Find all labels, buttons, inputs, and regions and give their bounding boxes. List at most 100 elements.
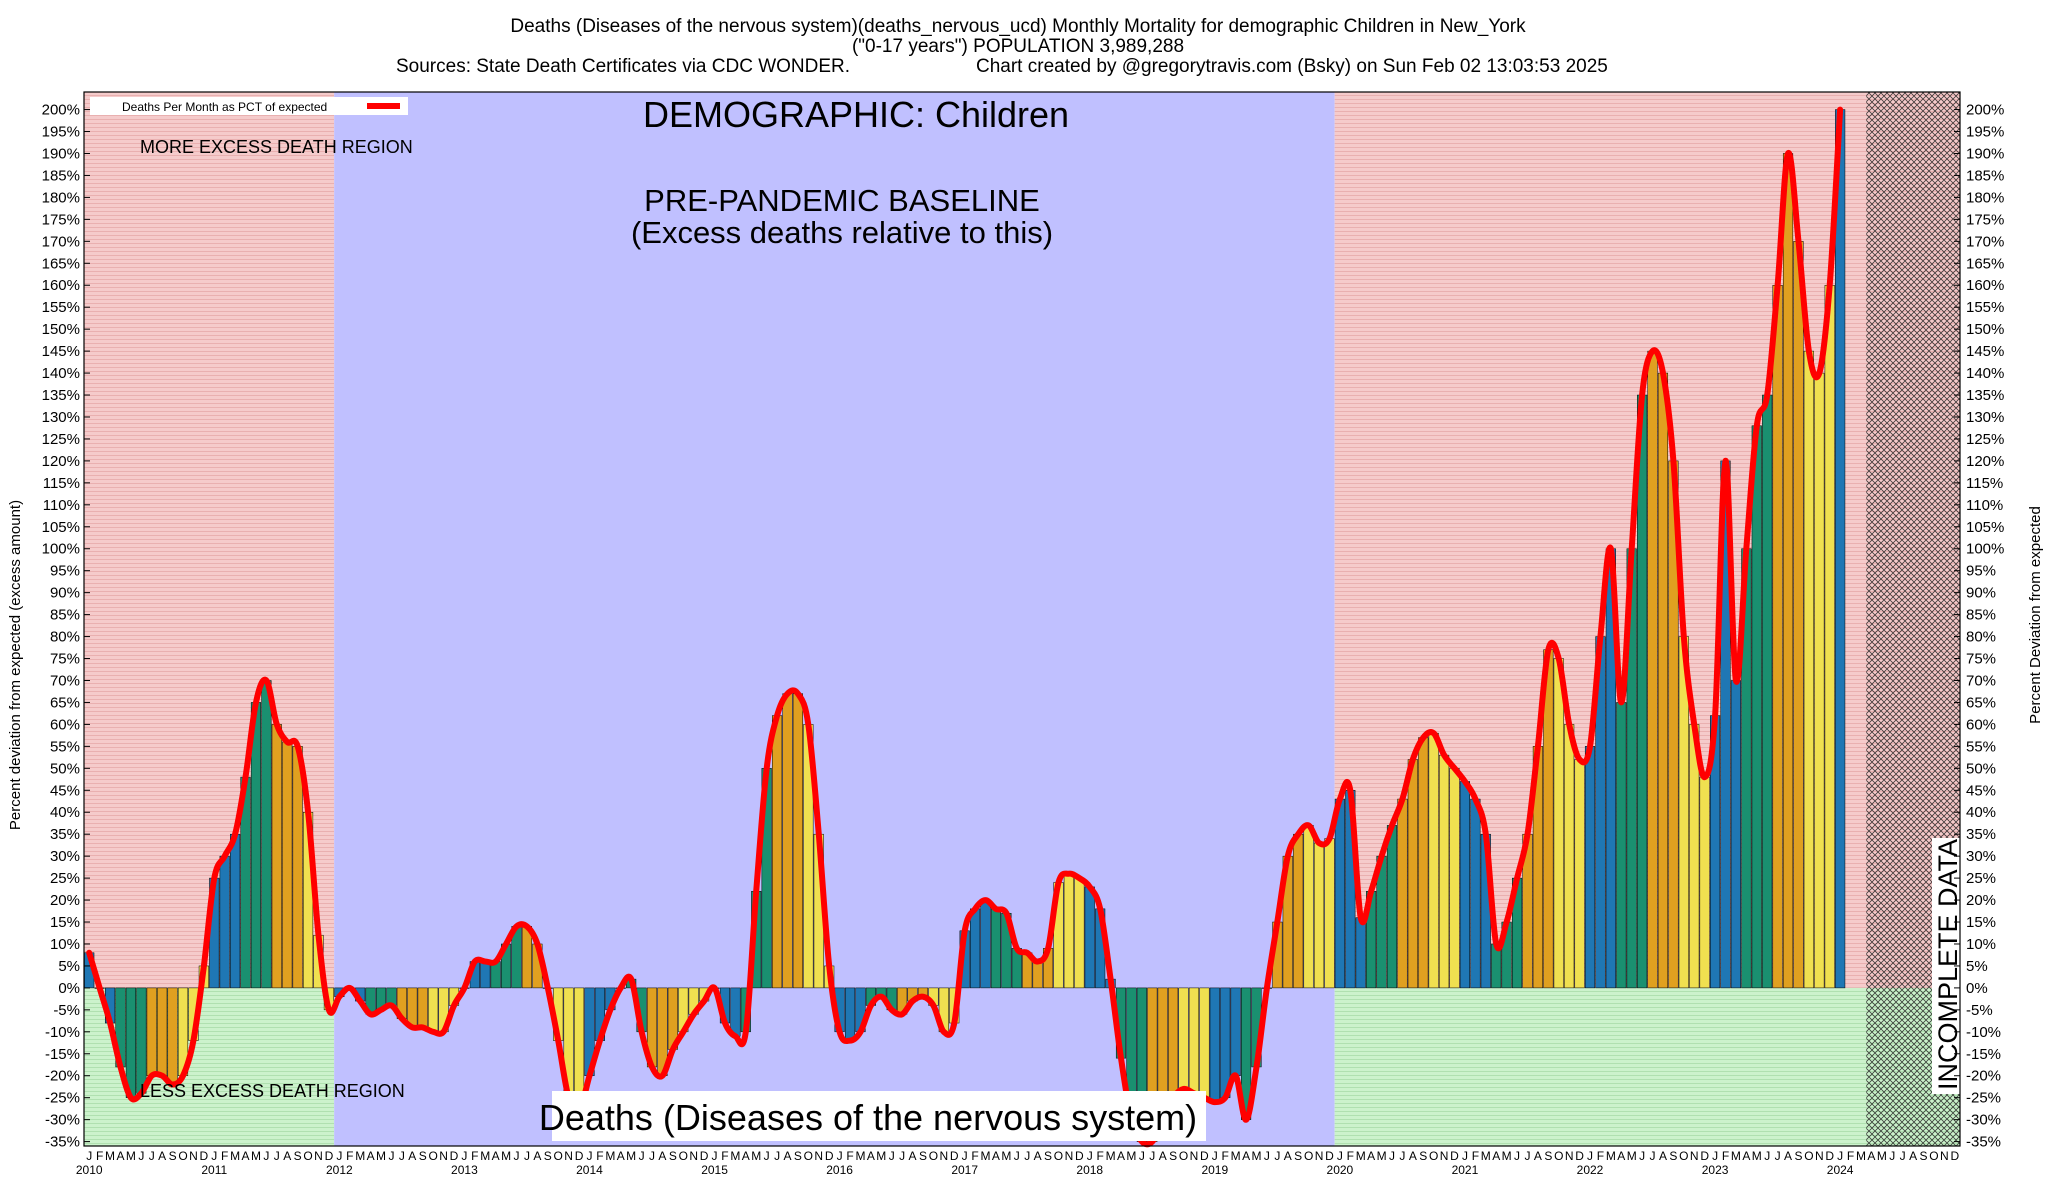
- month-tick-label: F: [221, 1149, 228, 1163]
- bar: [1574, 759, 1585, 989]
- y-tick-label: 85%: [1966, 607, 1996, 624]
- month-tick-label: N: [1315, 1149, 1324, 1163]
- excess-region-pre: [84, 92, 335, 988]
- background-regions: [84, 92, 1960, 1146]
- bar: [772, 715, 783, 989]
- y-tick-label: 120%: [42, 453, 80, 470]
- month-tick-label: D: [1700, 1149, 1709, 1163]
- y-tick-label: 25%: [1966, 870, 1996, 887]
- year-tick-label: 2010: [76, 1163, 103, 1177]
- month-tick-label: J: [899, 1149, 905, 1163]
- month-tick-label: J: [712, 1149, 718, 1163]
- month-tick-label: A: [408, 1149, 416, 1163]
- bar: [1584, 746, 1596, 989]
- sources-text: Sources: State Death Certificates via CD…: [396, 56, 850, 77]
- month-tick-label: A: [1742, 1149, 1750, 1163]
- month-tick-label: O: [1804, 1149, 1813, 1163]
- month-tick-label: O: [428, 1149, 437, 1163]
- month-tick-label: M: [1231, 1149, 1241, 1163]
- bar: [970, 908, 981, 989]
- bar: [230, 833, 241, 989]
- month-tick-label: M: [1731, 1149, 1741, 1163]
- month-tick-label: M: [876, 1149, 886, 1163]
- bar: [136, 987, 147, 1094]
- month-tick-label: J: [1149, 1149, 1155, 1163]
- bar: [1209, 987, 1220, 1103]
- month-tick-label: J: [649, 1149, 655, 1163]
- population-line: ("0-17 years") POPULATION 3,989,288: [852, 36, 1184, 57]
- month-tick-label: M: [1752, 1149, 1762, 1163]
- y-tick-label: 25%: [50, 870, 80, 887]
- month-tick-label: N: [814, 1149, 823, 1163]
- month-tick-label: A: [367, 1149, 375, 1163]
- bar: [1439, 754, 1450, 989]
- y-tick-label: 5%: [58, 958, 80, 975]
- y-tick-label: 90%: [50, 585, 80, 602]
- bar: [480, 961, 491, 989]
- credit-text: Chart created by @gregorytravis.com (Bsk…: [976, 56, 1608, 77]
- month-tick-label: M: [1106, 1149, 1116, 1163]
- y-tick-label: -30%: [45, 1112, 80, 1129]
- legend: Deaths Per Month as PCT of expected: [90, 97, 408, 115]
- y-tick-label: 145%: [1966, 343, 2004, 360]
- less-region-post: [1334, 987, 1960, 1146]
- month-tick-label: J: [889, 1149, 895, 1163]
- bar: [1032, 961, 1043, 989]
- bar: [1803, 350, 1814, 989]
- month-tick-label: S: [1169, 1149, 1177, 1163]
- month-tick-label: A: [1284, 1149, 1292, 1163]
- y-tick-label: 170%: [1966, 233, 2004, 250]
- month-tick-label: J: [1399, 1149, 1405, 1163]
- month-tick-label: A: [658, 1149, 666, 1163]
- month-tick-label: N: [689, 1149, 698, 1163]
- baseline-label-2: (Excess deaths relative to this): [631, 215, 1053, 250]
- month-tick-label: A: [1784, 1149, 1792, 1163]
- month-tick-label: M: [1877, 1149, 1887, 1163]
- bar: [417, 987, 428, 1028]
- month-tick-label: A: [1159, 1149, 1167, 1163]
- y-tick-label: 105%: [1966, 519, 2004, 536]
- month-tick-label: F: [1847, 1149, 1854, 1163]
- y-tick-label: -25%: [1966, 1090, 2001, 1107]
- month-tick-label: A: [617, 1149, 625, 1163]
- month-tick-label: M: [355, 1149, 365, 1163]
- series-line: [86, 106, 1844, 1148]
- bar: [1793, 241, 1804, 989]
- month-tick-label: F: [1722, 1149, 1729, 1163]
- bar: [157, 987, 168, 1076]
- month-tick-label: O: [679, 1149, 688, 1163]
- month-tick-label: A: [533, 1149, 541, 1163]
- month-tick-label: N: [564, 1149, 573, 1163]
- month-tick-label: A: [783, 1149, 791, 1163]
- baseline-region: [334, 92, 1335, 1146]
- y-tick-label: 30%: [50, 848, 80, 865]
- month-tick-label: S: [169, 1149, 177, 1163]
- month-tick-label: J: [1462, 1149, 1468, 1163]
- y-tick-label: 190%: [1966, 145, 2004, 162]
- month-tick-label: A: [492, 1149, 500, 1163]
- year-tick-label: 2013: [451, 1163, 478, 1177]
- month-tick-label: J: [774, 1149, 780, 1163]
- y-tick-label: 55%: [50, 738, 80, 755]
- bar: [1564, 724, 1575, 989]
- month-tick-label: O: [1679, 1149, 1688, 1163]
- y-tick-label: 200%: [1966, 102, 2004, 119]
- bar: [1814, 372, 1825, 989]
- month-tick-label: S: [1920, 1149, 1928, 1163]
- bar: [1637, 394, 1648, 989]
- bar: [1355, 917, 1366, 989]
- y-tick-label: 170%: [42, 233, 80, 250]
- bar: [1616, 702, 1627, 989]
- month-tick-label: J: [1650, 1149, 1656, 1163]
- bar: [1835, 109, 1846, 989]
- y-tick-label: 65%: [1966, 694, 1996, 711]
- bar: [1293, 833, 1304, 989]
- month-tick-label: M: [480, 1149, 490, 1163]
- month-tick-label: J: [586, 1149, 592, 1163]
- month-tick-label: J: [1524, 1149, 1530, 1163]
- y-tick-label: 185%: [42, 167, 80, 184]
- bar: [292, 746, 303, 989]
- y-tick-label: 165%: [42, 255, 80, 272]
